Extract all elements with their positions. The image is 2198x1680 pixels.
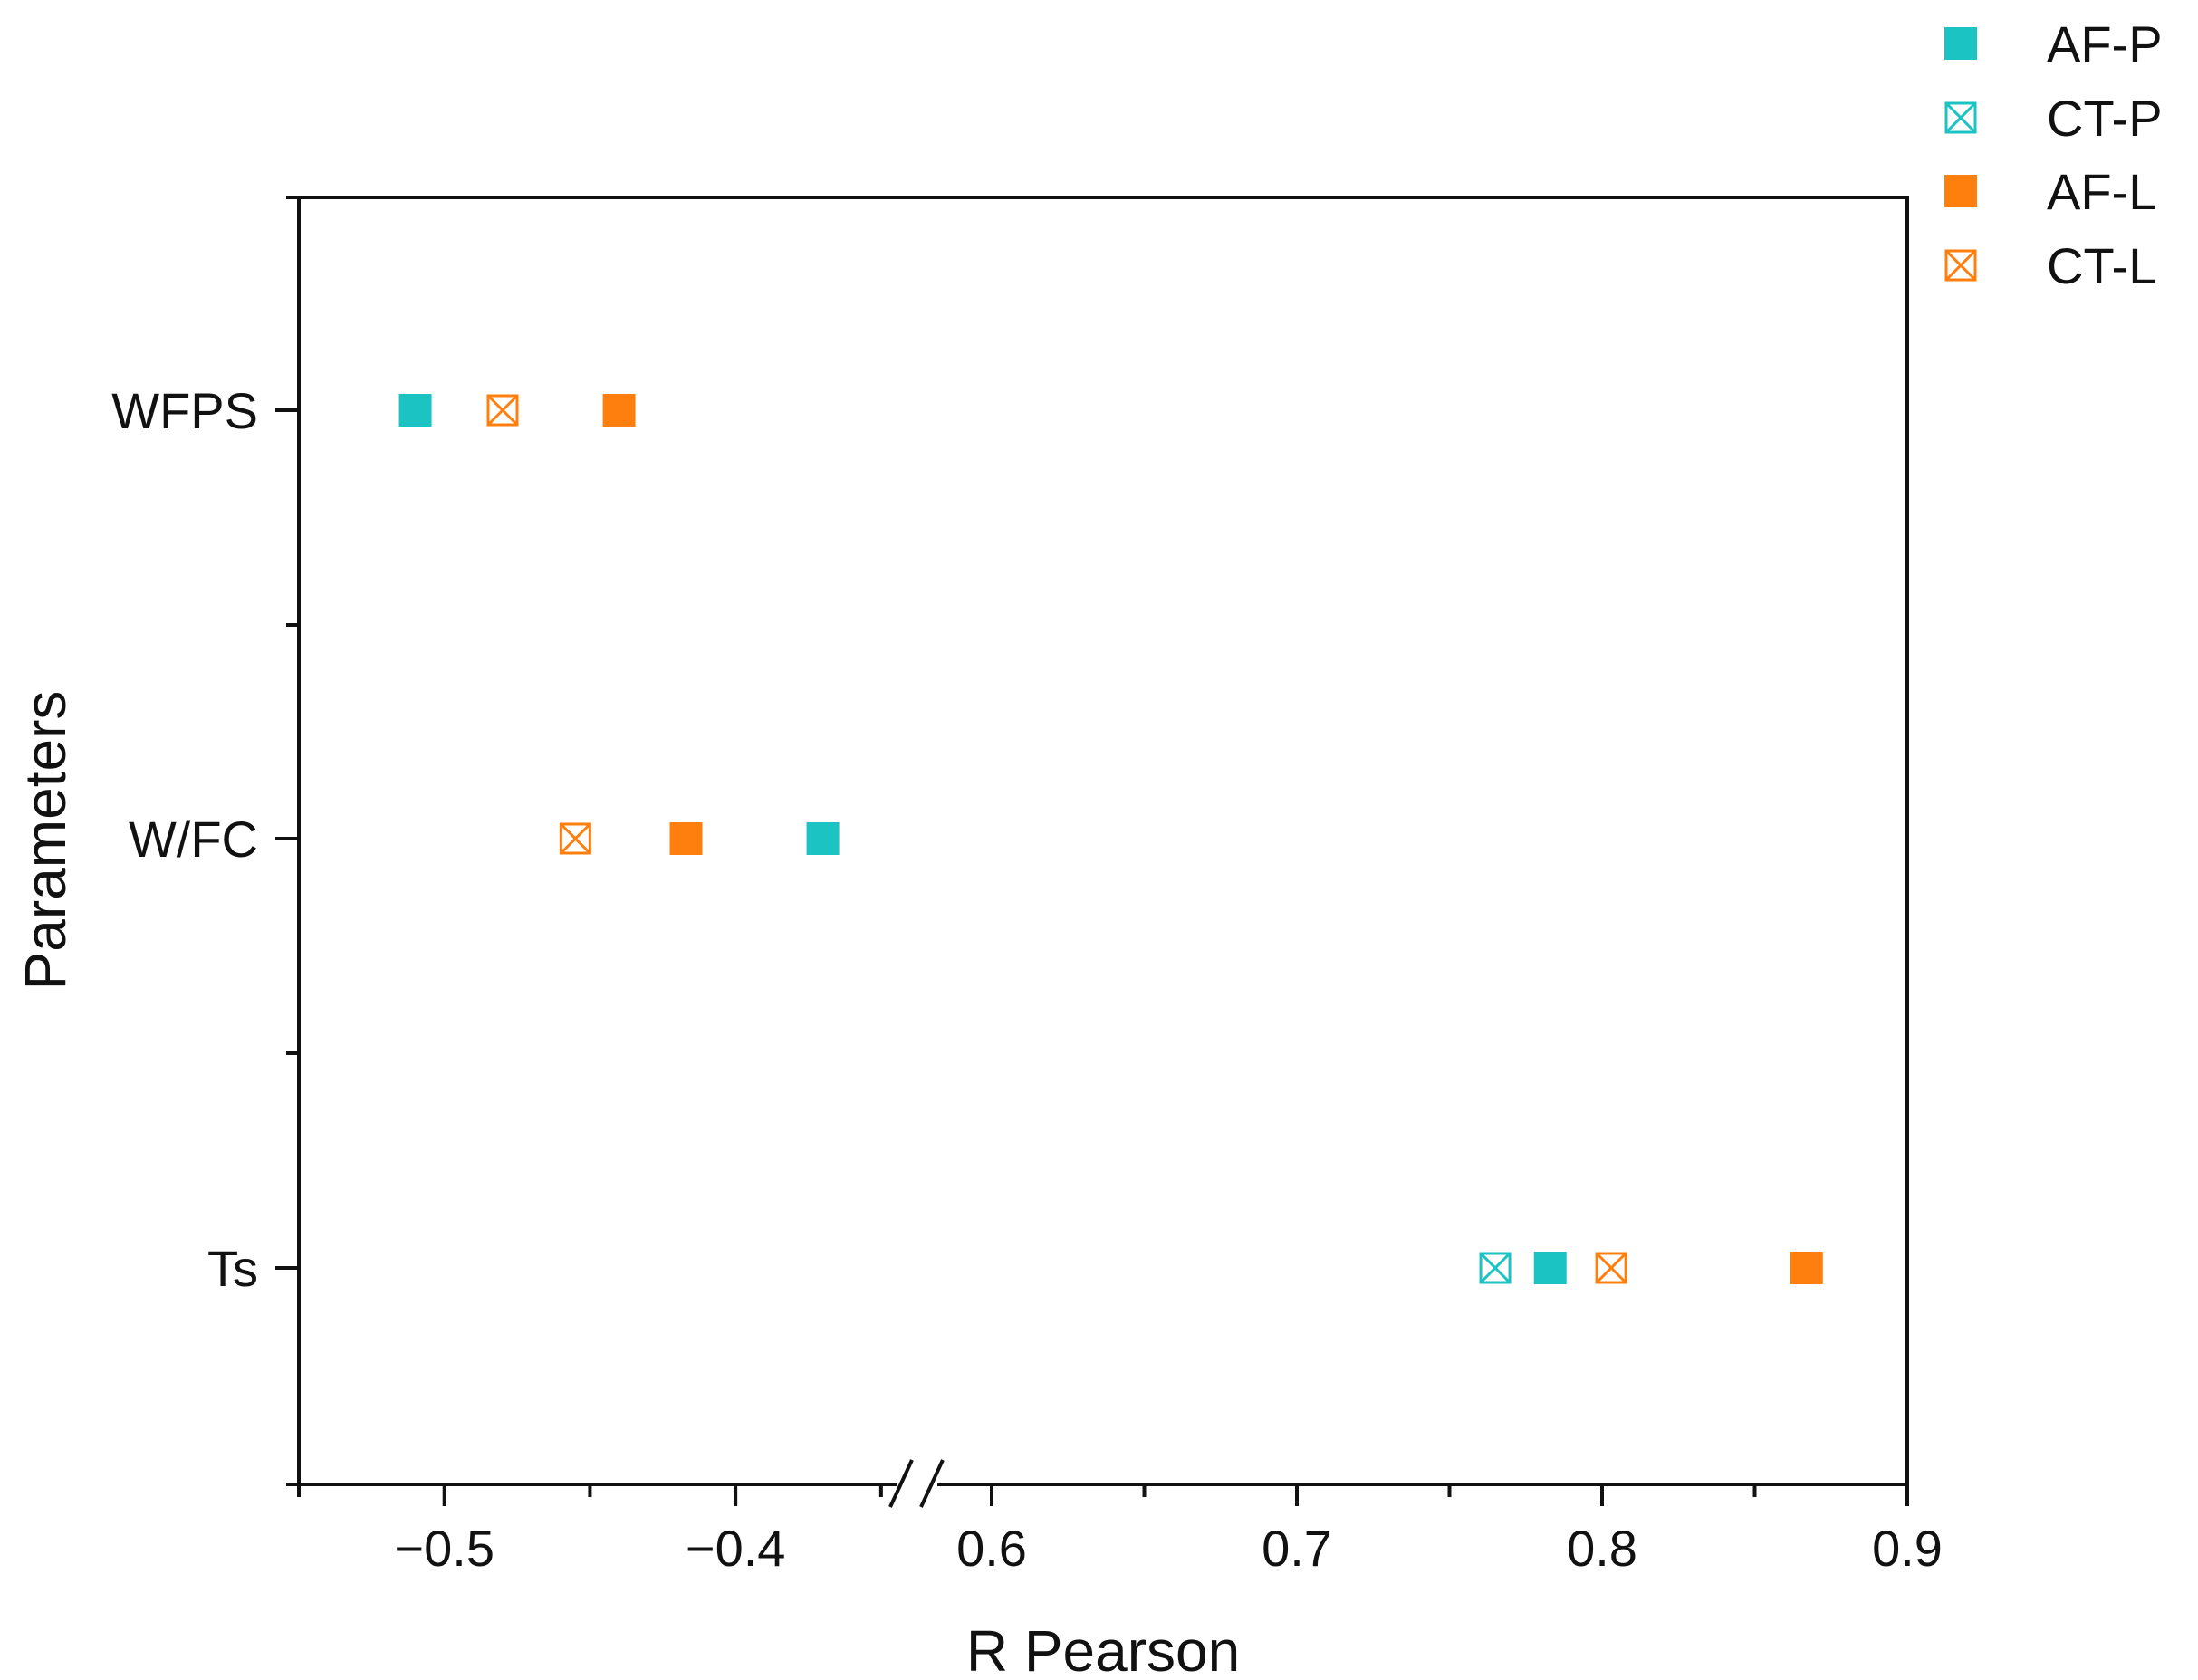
marker-fill [669,822,703,855]
x-tick-label: 0.6 [956,1520,1027,1577]
data-point-af-p [398,394,432,427]
x-tick-label: 0.8 [1567,1520,1637,1577]
data-point-af-p [806,822,840,855]
marker-fill [806,822,840,855]
y-tick-label: WFPS [111,382,258,439]
legend: AF-P CT-P AF-L CT-L [1944,15,2163,294]
marker-cross [1944,249,1977,282]
x-tick-label: 0.7 [1262,1520,1332,1577]
y-tick-label: Ts [207,1240,258,1297]
marker-fill [1790,1252,1823,1284]
data-point-af-l [602,394,636,427]
legend-label: CT-P [2047,90,2163,147]
data-point-ct-l [559,822,591,855]
marker-cross [560,822,591,855]
x-tick-label: −0.4 [686,1520,786,1577]
x-tick-label: 0.9 [1872,1520,1943,1577]
legend-item-af-l: AF-L [1944,163,2156,220]
legend-marker [1944,249,1977,282]
x-axis-title: R Pearson [966,1618,1240,1680]
marker-cross [1596,1252,1627,1284]
legend-item-ct-p: CT-P [1944,90,2163,147]
data-point-af-l [669,822,703,855]
marker-fill [1944,175,1977,207]
legend-item-ct-l: CT-L [1944,237,2156,294]
axis-break-slash [919,1459,945,1508]
marker-fill [1944,27,1977,60]
legend-label: CT-L [2047,237,2156,294]
legend-marker [1944,27,1977,60]
data-point-af-l [1790,1252,1823,1284]
axes-group: −0.5 −0.4 0.6 0.7 0.8 0.9 WFPS W/FC Ts [111,196,1943,1577]
marker-cross [1944,101,1977,134]
data-point-ct-p [1479,1252,1512,1284]
legend-label: AF-L [2047,163,2156,220]
axis-break-slash [888,1459,914,1508]
data-point-ct-l [1595,1252,1627,1284]
data-point-af-p [1533,1252,1567,1284]
x-tick-label: −0.5 [394,1520,494,1577]
marker-cross [486,394,519,427]
legend-marker [1944,175,1977,207]
legend-item-af-p: AF-P [1944,15,2163,72]
y-axis-title: Parameters [13,691,78,991]
legend-marker [1944,101,1977,134]
data-point-ct-l [486,394,519,427]
axis-break-gap [897,1479,937,1490]
marker-cross [1479,1252,1512,1284]
marker-fill [398,394,432,427]
marker-fill [1533,1252,1567,1284]
data-marks-group [398,394,1823,1284]
y-tick-label: W/FC [129,811,258,868]
plot-area-frame [297,196,1909,1486]
marker-fill [602,394,636,427]
legend-label: AF-P [2047,15,2163,72]
